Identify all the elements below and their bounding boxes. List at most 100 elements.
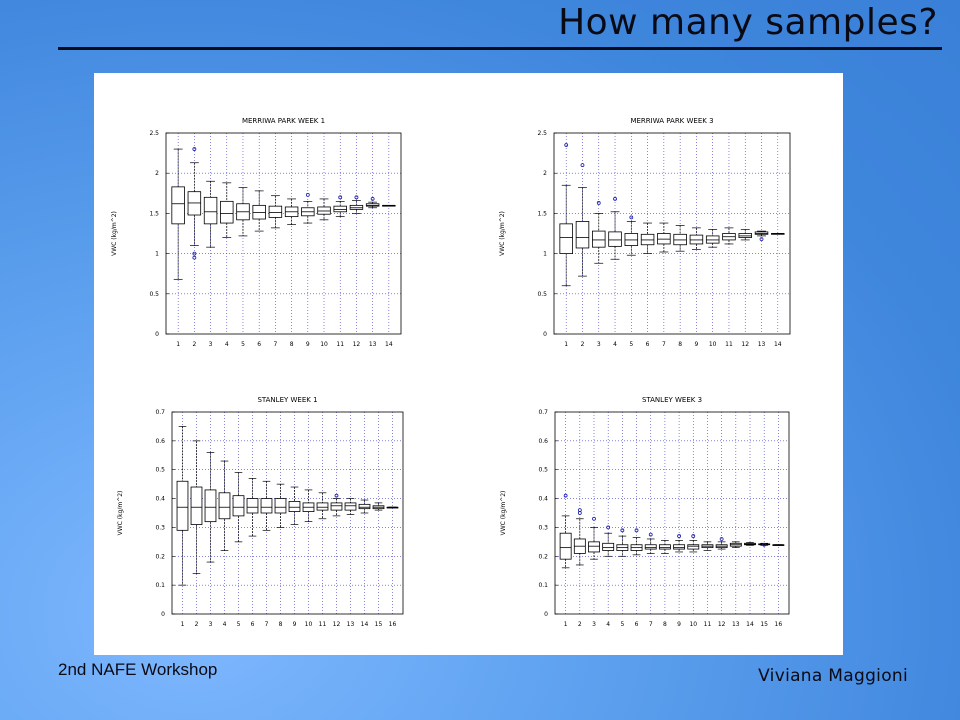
stanley-week-1-xtick-label: 10 bbox=[305, 621, 313, 628]
merriwa-park-week-3-title: MERRIWA PARK WEEK 3 bbox=[630, 117, 713, 125]
merriwa-park-week-3-box-4 bbox=[608, 197, 622, 260]
stanley-week-3-xtick-label: 10 bbox=[689, 621, 697, 628]
stanley-week-1-box-3 bbox=[204, 452, 217, 563]
outlier-point bbox=[759, 237, 764, 242]
box-iqr bbox=[246, 498, 259, 514]
box-iqr bbox=[260, 498, 273, 514]
box-iqr bbox=[316, 502, 329, 511]
stanley-week-1-ytick-label: 0.4 bbox=[155, 496, 165, 503]
stanley-week-1-box-15 bbox=[372, 502, 385, 511]
box-iqr bbox=[218, 492, 231, 520]
stanley-week-3-box-1 bbox=[559, 493, 572, 569]
stanley-week-1-box-9 bbox=[288, 486, 301, 525]
stanley-week-3-xtick-label: 2 bbox=[578, 621, 582, 628]
stanley-week-1-xtick-label: 3 bbox=[209, 621, 213, 628]
merriwa-park-week-3-xtick-label: 11 bbox=[725, 341, 733, 348]
merriwa-park-week-1-xtick-label: 9 bbox=[306, 341, 310, 348]
merriwa-park-week-3-box-13 bbox=[754, 230, 769, 242]
stanley-week-3-ytick-label: 0.3 bbox=[538, 524, 548, 531]
merriwa-park-week-1-xtick-label: 12 bbox=[353, 341, 361, 348]
slide-title: How many samples? bbox=[558, 2, 938, 43]
merriwa-park-week-1-box-5 bbox=[236, 187, 250, 237]
stanley-week-1-axes-frame bbox=[171, 411, 404, 615]
merriwa-park-week-3-xtick-label: 7 bbox=[662, 341, 666, 348]
box-iqr bbox=[187, 191, 202, 216]
merriwa-park-week-3-box-12 bbox=[738, 229, 752, 241]
merriwa-park-week-1-ylabel: VWC (kg/m^2) bbox=[111, 211, 118, 256]
box-iqr bbox=[344, 502, 357, 511]
merriwa-park-week-1-xtick-label: 14 bbox=[385, 341, 393, 348]
stanley-week-3-xtick-label: 5 bbox=[620, 621, 624, 628]
footer-author: Viviana Maggioni bbox=[758, 666, 908, 686]
stanley-week-3-ytick-label: 0.7 bbox=[538, 409, 548, 416]
box-iqr bbox=[644, 544, 657, 550]
merriwa-park-week-1-xtick-label: 4 bbox=[225, 341, 229, 348]
stanley-week-3-ylabel: VWC (kg/m^2) bbox=[500, 491, 507, 536]
stanley-week-3-box-14 bbox=[744, 542, 756, 546]
stanley-week-3-box-7 bbox=[644, 532, 657, 554]
box-iqr bbox=[673, 544, 686, 550]
stanley-week-1-box-14 bbox=[358, 499, 371, 514]
box-iqr bbox=[657, 233, 671, 245]
merriwa-park-week-1-xtick-label: 11 bbox=[336, 341, 344, 348]
stanley-week-1-xtick-label: 14 bbox=[361, 621, 369, 628]
merriwa-park-week-3-box-14 bbox=[771, 233, 785, 235]
outlier-point bbox=[648, 532, 653, 537]
merriwa-park-week-1-box-8 bbox=[284, 198, 299, 226]
chart-panel: MERRIWA PARK WEEK 1 VWC (kg/m^2) 0 0.5 1 1.5 2… bbox=[94, 73, 843, 655]
box-iqr bbox=[608, 231, 622, 247]
merriwa-park-week-1-xtick-label: 6 bbox=[257, 341, 261, 348]
stanley-week-3-xtick-label: 13 bbox=[732, 621, 740, 628]
box-iqr bbox=[288, 501, 301, 512]
footer-workshop: 2nd NAFE Workshop bbox=[58, 660, 218, 679]
merriwa-park-week-1-box-13 bbox=[365, 197, 380, 209]
merriwa-park-week-1-xtick-label: 3 bbox=[209, 341, 213, 348]
outlier-point bbox=[629, 215, 634, 220]
merriwa-park-week-1-plot: MERRIWA PARK WEEK 1 VWC (kg/m^2) 0 0.5 1 1.5 2… bbox=[111, 117, 402, 348]
stanley-week-1-xtick-label: 8 bbox=[279, 621, 283, 628]
stanley-week-1-xtick-label: 6 bbox=[251, 621, 255, 628]
box-iqr bbox=[689, 234, 704, 245]
merriwa-park-week-1-box-11 bbox=[333, 195, 347, 217]
stanley-week-1-ytick-label: 0.7 bbox=[155, 409, 165, 416]
stanley-week-3-xtick-label: 16 bbox=[775, 621, 783, 628]
merriwa-park-week-1-ytick-label: 2.5 bbox=[149, 130, 159, 137]
merriwa-park-week-1-box-6 bbox=[252, 190, 266, 232]
title-divider bbox=[58, 47, 942, 50]
merriwa-park-week-3-ytick-label: 0.5 bbox=[537, 291, 547, 298]
merriwa-park-week-1-box-3 bbox=[203, 180, 218, 248]
stanley-week-1-box-13 bbox=[344, 498, 357, 515]
outlier-point bbox=[192, 147, 197, 151]
stanley-week-1-box-7 bbox=[260, 480, 273, 531]
merriwa-park-week-3-xtick-label: 1 bbox=[564, 341, 568, 348]
box-iqr bbox=[658, 544, 671, 550]
stanley-week-3-box-9 bbox=[673, 534, 686, 553]
merriwa-park-week-1-ytick-label: 1.5 bbox=[149, 210, 159, 217]
stanley-week-1-ytick-label: 0.5 bbox=[155, 467, 165, 474]
merriwa-park-week-1-ytick-label: 0.5 bbox=[149, 291, 159, 298]
stanley-week-1-xtick-label: 9 bbox=[293, 621, 297, 628]
stanley-week-1-box-2 bbox=[190, 440, 203, 574]
stanley-week-1-title: STANLEY WEEK 1 bbox=[257, 396, 317, 404]
stanley-week-3-xtick-label: 1 bbox=[564, 621, 568, 628]
stanley-week-3-box-11 bbox=[701, 541, 714, 551]
outlier-point bbox=[192, 255, 197, 260]
stanley-week-3-xtick-label: 4 bbox=[606, 621, 610, 628]
outlier-point bbox=[370, 197, 375, 201]
stanley-week-1-xtick-label: 16 bbox=[389, 621, 397, 628]
merriwa-park-week-1-xtick-label: 13 bbox=[369, 341, 377, 348]
merriwa-park-week-1-ytick-label: 0 bbox=[155, 331, 159, 338]
stanley-week-3-box-6 bbox=[630, 528, 643, 556]
stanley-week-3-xtick-label: 6 bbox=[635, 621, 639, 628]
merriwa-park-week-3-ytick-label: 2.5 bbox=[537, 130, 547, 137]
outlier-point bbox=[305, 193, 310, 197]
box-iqr bbox=[274, 498, 287, 514]
stanley-week-1-xtick-label: 12 bbox=[333, 621, 341, 628]
stanley-week-1-ytick-label: 0.6 bbox=[155, 438, 165, 445]
box-iqr bbox=[358, 503, 371, 510]
merriwa-park-week-1-title: MERRIWA PARK WEEK 1 bbox=[242, 117, 325, 125]
merriwa-park-week-3-ytick-label: 1.5 bbox=[537, 210, 547, 217]
merriwa-park-week-3-xtick-label: 10 bbox=[709, 341, 717, 348]
merriwa-park-week-1-box-9 bbox=[301, 193, 315, 224]
stanley-week-1-box-10 bbox=[302, 489, 315, 523]
